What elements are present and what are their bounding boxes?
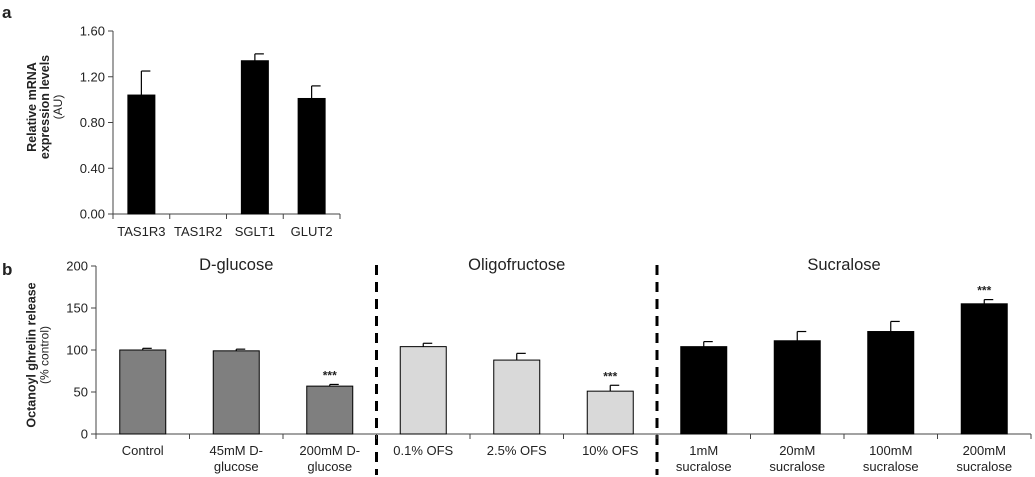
b-significance-marker: *** bbox=[603, 369, 617, 383]
b-x-tick-label: sucralose bbox=[769, 459, 825, 474]
b-bar bbox=[680, 346, 728, 435]
b-x-tick-label: 2.5% OFS bbox=[487, 443, 547, 458]
b-bar bbox=[586, 390, 634, 435]
b-y-tick-label: 0 bbox=[81, 427, 88, 442]
b-x-tick-label: Control bbox=[122, 443, 164, 458]
a-bar bbox=[297, 97, 326, 215]
panel-a-label: a bbox=[2, 3, 12, 22]
b-y-axis-unit: (% control) bbox=[38, 326, 52, 384]
b-x-tick-label: glucose bbox=[307, 459, 352, 474]
b-bar bbox=[960, 303, 1008, 435]
a-y-axis-title: Relative mRNA expression levels (AU) bbox=[25, 55, 65, 159]
a-y-tick-label: 1.20 bbox=[80, 69, 105, 84]
b-significance-marker: *** bbox=[323, 368, 337, 382]
b-x-tick-label: 200mM bbox=[963, 443, 1006, 458]
chart-a: 0.00 0.40 0.80 1.20 1.60 TAS1R3 TAS1R2 SGLT1 GLU… bbox=[25, 24, 341, 239]
a-y-tick-label: 0.00 bbox=[80, 207, 105, 222]
b-bar bbox=[212, 350, 260, 435]
b-x-tick-label: sucralose bbox=[676, 459, 732, 474]
panel-b-label: b bbox=[2, 260, 12, 279]
b-y-tick-label: 200 bbox=[66, 259, 88, 274]
a-y-axis-label: Relative mRNA bbox=[25, 62, 39, 152]
b-y-tick-label: 50 bbox=[74, 385, 88, 400]
chart-b: 0 50 100 150 200 Octanoyl ghrelin release (% c… bbox=[25, 256, 1032, 475]
b-x-tick-label: 100mM bbox=[869, 443, 912, 458]
a-x-tick-label: SGLT1 bbox=[235, 224, 275, 239]
b-bar bbox=[867, 331, 915, 435]
b-x-tick-label: 1mM bbox=[689, 443, 718, 458]
b-group-title: Sucralose bbox=[807, 256, 880, 274]
b-x-tick-label: 10% OFS bbox=[582, 443, 639, 458]
b-x-tick-label: 20mM bbox=[779, 443, 815, 458]
b-group-title: Oligofructose bbox=[468, 256, 565, 274]
b-y-axis-label: Octanoyl ghrelin release bbox=[25, 282, 39, 427]
b-x-tick-label: glucose bbox=[214, 459, 259, 474]
b-x-tick-label: 200mM D- bbox=[299, 443, 360, 458]
b-bar bbox=[399, 346, 447, 435]
b-y-tick-label: 100 bbox=[66, 343, 88, 358]
a-x-tick-label: TAS1R3 bbox=[117, 224, 165, 239]
a-bar bbox=[240, 60, 269, 215]
b-x-tick-label: 0.1% OFS bbox=[393, 443, 453, 458]
b-group-title: D-glucose bbox=[199, 256, 273, 274]
b-y-tick-label: 150 bbox=[66, 301, 88, 316]
b-bar bbox=[306, 385, 354, 435]
b-x-tick-label: 45mM D- bbox=[210, 443, 263, 458]
a-y-tick-label: 0.80 bbox=[80, 115, 105, 130]
a-bar bbox=[127, 94, 156, 215]
a-y-tick-label: 1.60 bbox=[80, 24, 105, 39]
a-y-axis-label: expression levels bbox=[38, 55, 52, 159]
b-x-tick-label: sucralose bbox=[956, 459, 1012, 474]
a-x-tick-label: GLUT2 bbox=[291, 224, 333, 239]
a-y-tick-label: 0.40 bbox=[80, 161, 105, 176]
b-bar bbox=[773, 340, 821, 435]
a-y-axis-unit: (AU) bbox=[51, 95, 65, 120]
b-y-axis-title: Octanoyl ghrelin release (% control) bbox=[25, 282, 52, 427]
b-x-tick-label: sucralose bbox=[863, 459, 919, 474]
a-x-tick-label: TAS1R2 bbox=[174, 224, 222, 239]
b-bar bbox=[119, 349, 167, 435]
b-significance-marker: *** bbox=[977, 284, 991, 298]
b-bar bbox=[493, 359, 541, 435]
